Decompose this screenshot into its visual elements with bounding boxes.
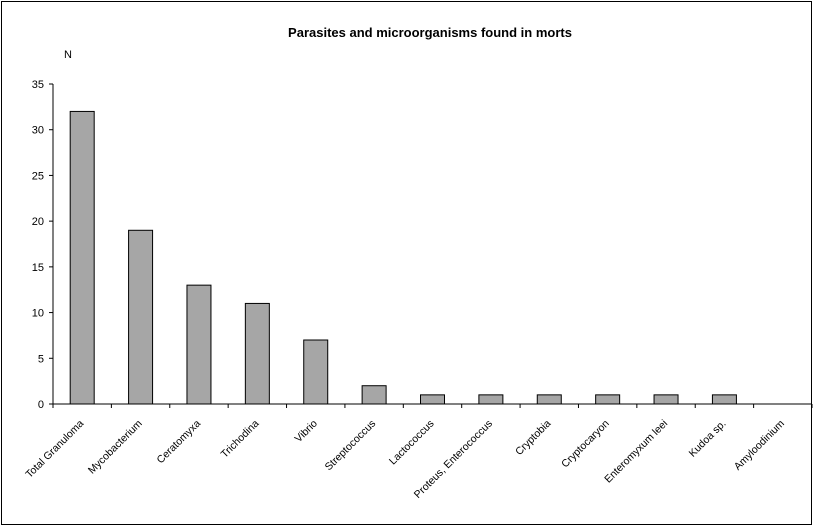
bar — [69, 110, 95, 405]
y-tick-label: 5 — [38, 353, 44, 365]
x-category-label: Enteromyxum leei — [602, 418, 670, 486]
x-category-label: Lactococcus — [387, 418, 437, 468]
x-category-label: Kudoa sp. — [687, 418, 729, 460]
category-labels: Total Granuloma Mycobacterium Ceratomyxa Tr… — [23, 417, 787, 500]
x-category-label: Cryptobia — [513, 418, 553, 458]
bar — [536, 394, 562, 405]
bar — [128, 229, 154, 405]
x-category-label: Amyloodinium — [732, 417, 787, 472]
bar — [478, 394, 504, 405]
y-tick-label: 15 — [32, 262, 44, 274]
bar — [244, 302, 270, 405]
bar — [595, 394, 621, 405]
x-category-label: Mycobacterium — [86, 417, 145, 476]
chart-title: Parasites and microorganisms found in mo… — [288, 25, 572, 40]
bar — [653, 394, 679, 405]
bar — [420, 394, 445, 405]
y-tick-label: 25 — [32, 170, 44, 182]
y-tick-label: 20 — [32, 216, 44, 228]
bar — [361, 385, 387, 405]
y-tick-label: 30 — [32, 125, 44, 137]
bar — [303, 339, 329, 405]
chart-axes: 0 5 10 15 20 25 30 35 — [32, 79, 813, 411]
x-category-label: Streptococcus — [323, 418, 379, 474]
x-category-label: Total Granuloma — [23, 418, 86, 481]
x-category-label: Trichodina — [219, 418, 262, 461]
y-axis-label: N — [64, 49, 72, 61]
x-category-label: Cryptocaryon — [559, 418, 612, 471]
x-category-label: Ceratomyxa — [155, 418, 204, 467]
bar — [711, 394, 737, 405]
y-tick-label: 10 — [32, 308, 44, 320]
bar-series — [69, 110, 737, 405]
y-tick-label: 35 — [32, 79, 44, 91]
y-tick-label: 0 — [38, 399, 44, 411]
bar — [186, 284, 212, 405]
x-category-label: Vibrio — [293, 418, 320, 445]
